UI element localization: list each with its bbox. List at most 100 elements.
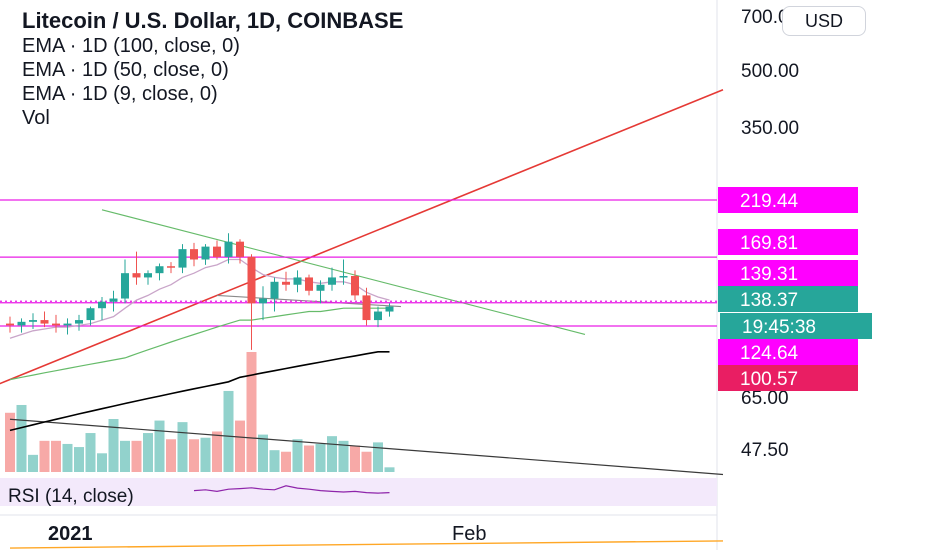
candle-body: [259, 298, 267, 304]
ema-lines: [9, 258, 390, 432]
price-label-box: [718, 286, 858, 312]
candle[interactable]: [259, 286, 267, 321]
volume-bar: [361, 451, 372, 472]
ema-50-line: [9, 307, 390, 381]
candle[interactable]: [316, 280, 325, 304]
candle[interactable]: [52, 314, 60, 333]
volume-bar: [350, 445, 360, 472]
candle[interactable]: [75, 314, 83, 331]
candle[interactable]: [282, 271, 290, 291]
candle-body: [305, 277, 313, 291]
volume-bar: [212, 431, 222, 472]
candle[interactable]: [201, 244, 210, 265]
price-label[interactable]: 100.57: [718, 365, 858, 391]
candle-body: [374, 311, 382, 321]
candle[interactable]: [17, 318, 26, 333]
trendline-rising[interactable]: [0, 88, 724, 389]
volume-bar: [16, 404, 27, 472]
volume-bar: [177, 422, 188, 472]
candles[interactable]: [6, 233, 394, 350]
candle[interactable]: [98, 296, 106, 321]
volume-bar: [154, 420, 165, 472]
volume-bar: [292, 439, 303, 472]
trendlines[interactable]: [0, 88, 724, 549]
rsi-line: [193, 485, 390, 494]
candle-body: [201, 246, 210, 260]
candle-body: [362, 295, 371, 321]
candle[interactable]: [362, 287, 371, 326]
price-label-text: 138.37: [740, 290, 798, 311]
price-tick-label: 65.00: [741, 388, 789, 409]
candle[interactable]: [121, 259, 129, 304]
price-label-text: 139.31: [740, 264, 798, 285]
candle[interactable]: [109, 290, 118, 312]
price-axis[interactable]: 700.00500.00350.0065.0047.50219.44169.81…: [718, 7, 872, 461]
volume-bar: [5, 412, 15, 472]
candle[interactable]: [374, 306, 382, 328]
candle[interactable]: [86, 306, 95, 326]
time-tick-label: Feb: [452, 523, 486, 545]
volume-bar: [258, 434, 268, 472]
candle-body: [17, 321, 26, 326]
candle[interactable]: [213, 240, 221, 260]
candle[interactable]: [63, 318, 72, 335]
candle[interactable]: [236, 239, 244, 264]
legend-volume[interactable]: Vol: [22, 107, 50, 129]
price-label-text: 100.57: [740, 369, 798, 390]
candle[interactable]: [155, 263, 164, 281]
candle-body: [109, 298, 118, 302]
price-label[interactable]: 139.31: [718, 260, 858, 286]
price-label[interactable]: 124.64: [718, 339, 858, 365]
rsi-pane[interactable]: RSI (14, close): [0, 478, 717, 507]
volume-bar: [131, 440, 142, 472]
legend-ema-100[interactable]: EMA · 1D (100, close, 0): [22, 35, 240, 57]
volume-bar: [235, 420, 245, 472]
ema-9-line: [9, 258, 390, 339]
candle[interactable]: [224, 233, 233, 264]
legend-title[interactable]: Litecoin / U.S. Dollar, 1D, COINBASE: [22, 8, 404, 33]
volume-bar: [166, 439, 176, 472]
rsi-label[interactable]: RSI (14, close): [8, 486, 134, 507]
volume-bar: [200, 437, 211, 472]
volume-bar: [281, 451, 291, 472]
candle[interactable]: [305, 274, 313, 296]
candle[interactable]: [351, 270, 359, 301]
price-label[interactable]: 138.37: [718, 286, 858, 312]
price-label[interactable]: 169.81: [718, 229, 858, 255]
candle-body: [213, 246, 221, 257]
price-label[interactable]: 219.44: [718, 187, 858, 213]
candle[interactable]: [270, 277, 279, 312]
candle-body: [75, 320, 83, 324]
candle[interactable]: [40, 311, 49, 328]
candle-body: [167, 266, 175, 268]
volume-bar: [39, 440, 50, 472]
time-axis[interactable]: 2021 Feb: [48, 523, 486, 545]
candle[interactable]: [385, 303, 394, 317]
legend-ema-50[interactable]: EMA · 1D (50, close, 0): [22, 59, 229, 81]
candle[interactable]: [190, 242, 198, 267]
trendline-orange[interactable]: [9, 540, 724, 549]
candle-body: [282, 281, 290, 285]
candle-body: [224, 241, 233, 257]
volume-bar: [315, 443, 326, 472]
candle[interactable]: [6, 316, 14, 333]
volume-bar: [143, 433, 153, 472]
trendline-black[interactable]: [9, 418, 724, 476]
candle[interactable]: [167, 262, 175, 274]
legend-ema-9[interactable]: EMA · 1D (9, close, 0): [22, 83, 218, 105]
candle[interactable]: [132, 251, 141, 285]
candle[interactable]: [328, 267, 336, 291]
currency-button[interactable]: USD: [782, 6, 866, 36]
price-label[interactable]: 19:45:38: [720, 313, 872, 339]
candle-body: [339, 276, 348, 278]
candle[interactable]: [178, 244, 187, 274]
candle[interactable]: [339, 259, 348, 285]
candle[interactable]: [144, 270, 152, 285]
candle[interactable]: [247, 254, 256, 350]
candle[interactable]: [293, 270, 302, 293]
candle[interactable]: [29, 313, 37, 329]
price-label-box: [720, 313, 872, 339]
candle-body: [98, 301, 106, 309]
volume-bar: [28, 454, 38, 472]
